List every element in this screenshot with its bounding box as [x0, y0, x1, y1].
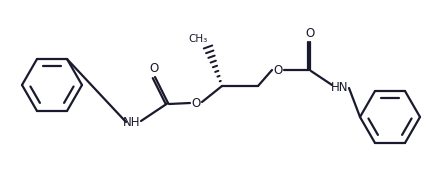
Text: NH: NH	[123, 117, 141, 130]
Text: O: O	[305, 26, 315, 40]
Text: HN: HN	[331, 80, 349, 93]
Text: O: O	[191, 97, 201, 110]
Text: O: O	[149, 61, 159, 75]
Text: O: O	[274, 63, 283, 77]
Text: CH₃: CH₃	[188, 34, 207, 44]
